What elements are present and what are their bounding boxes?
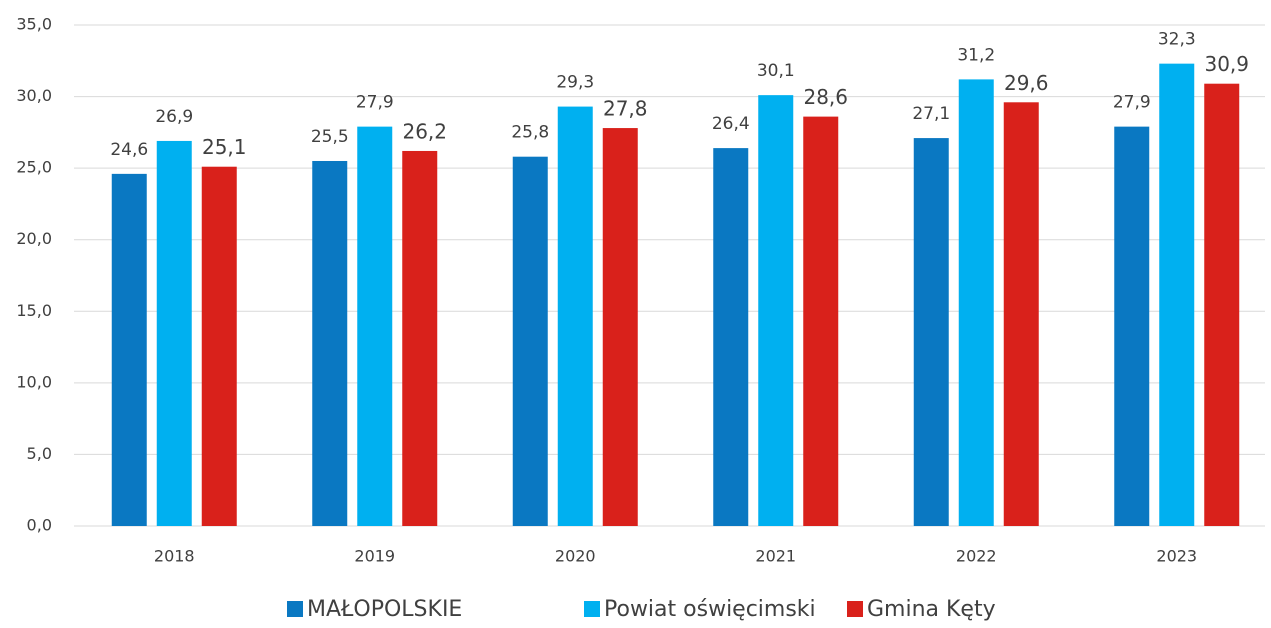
bar <box>913 138 949 526</box>
data-label: 25,5 <box>311 127 349 147</box>
y-tick-label: 15,0 <box>16 301 52 320</box>
legend-label: Powiat oświęcimski <box>604 597 816 622</box>
data-label: 32,3 <box>1158 30 1196 50</box>
data-label: 26,4 <box>712 114 750 134</box>
bar <box>758 95 794 526</box>
x-tick-label: 2023 <box>1156 547 1197 566</box>
x-tick-label: 2019 <box>354 547 395 566</box>
bar <box>402 150 438 527</box>
x-tick-label: 2020 <box>555 547 596 566</box>
data-label: 25,1 <box>202 135 247 159</box>
data-label: 27,8 <box>603 97 648 121</box>
bar <box>557 106 593 526</box>
bar <box>512 156 548 527</box>
y-tick-label: 35,0 <box>16 15 52 34</box>
legend-label: Gmina Kęty <box>867 597 996 622</box>
legend-swatch <box>847 601 863 617</box>
bar <box>1003 102 1039 526</box>
bar <box>201 166 237 526</box>
bar <box>156 140 192 526</box>
y-tick-label: 30,0 <box>16 86 52 105</box>
data-label: 25,8 <box>511 123 549 143</box>
bar <box>357 126 393 526</box>
legend-swatch <box>584 601 600 617</box>
y-tick-label: 20,0 <box>16 229 52 248</box>
data-label: 27,9 <box>1113 93 1151 113</box>
y-tick-label: 0,0 <box>27 516 52 535</box>
y-tick-label: 10,0 <box>16 372 52 391</box>
x-tick-label: 2021 <box>755 547 796 566</box>
data-label: 30,9 <box>1204 52 1249 76</box>
data-label: 24,6 <box>110 140 148 160</box>
data-label: 26,9 <box>155 107 193 127</box>
legend-swatch <box>287 601 303 617</box>
bar <box>602 128 638 526</box>
data-label: 28,6 <box>803 85 848 109</box>
data-label: 26,2 <box>402 119 447 143</box>
data-label: 27,1 <box>912 104 950 124</box>
y-tick-label: 25,0 <box>16 158 52 177</box>
x-tick-label: 2018 <box>154 547 195 566</box>
bar <box>1114 126 1150 526</box>
bar <box>111 173 147 526</box>
data-label: 29,3 <box>556 73 594 93</box>
data-label: 29,6 <box>1004 71 1049 95</box>
bar <box>312 160 348 526</box>
bar <box>958 79 994 526</box>
bar <box>803 116 839 527</box>
bar <box>713 148 749 527</box>
data-label: 27,9 <box>356 93 394 113</box>
legend-label: MAŁOPOLSKIE <box>307 597 462 622</box>
bar <box>1159 63 1195 527</box>
bar <box>1204 83 1240 526</box>
x-tick-label: 2022 <box>956 547 997 566</box>
data-label: 30,1 <box>757 61 795 81</box>
data-label: 31,2 <box>957 45 995 65</box>
y-tick-label: 5,0 <box>27 444 52 463</box>
